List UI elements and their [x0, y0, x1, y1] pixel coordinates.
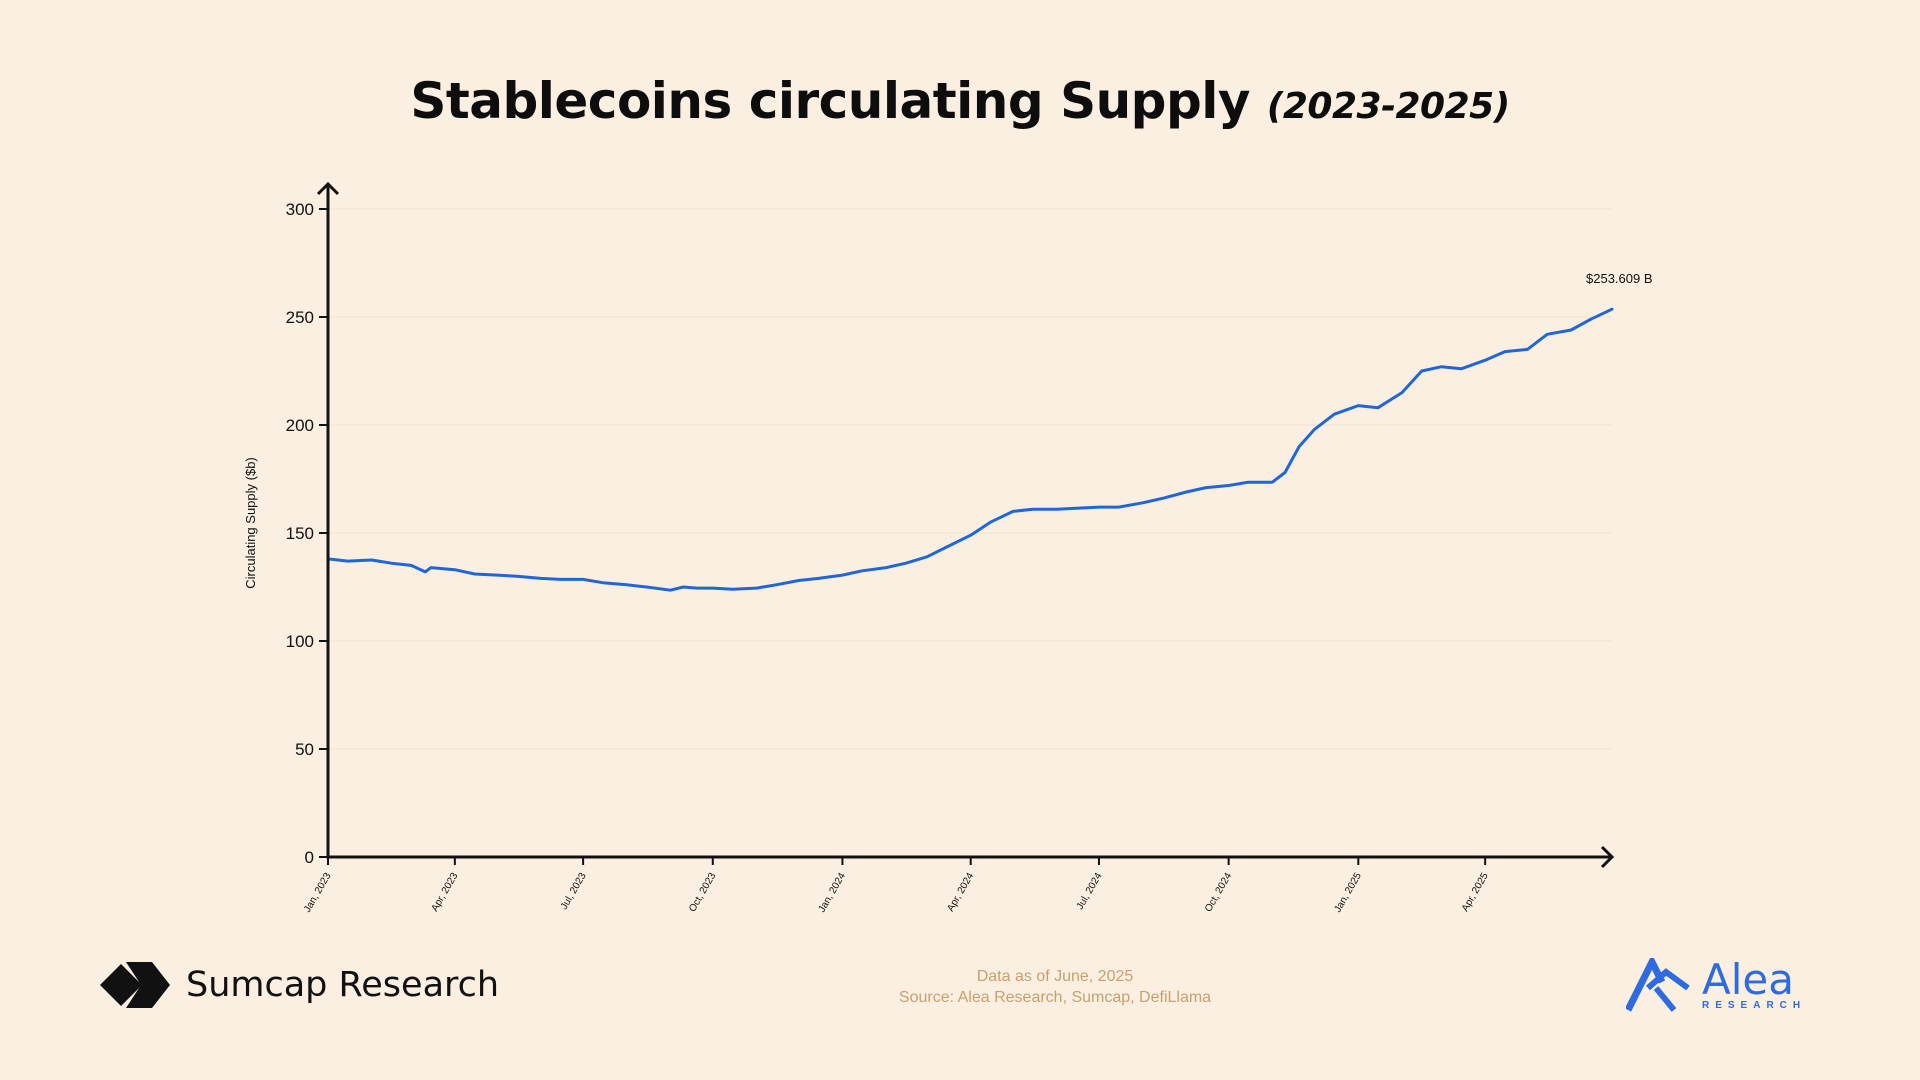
y-axis-label: Circulating Supply ($b) — [243, 457, 258, 589]
y-tick-label: 0 — [305, 848, 314, 867]
sumcap-logo-icon — [100, 962, 170, 1008]
x-tick-label: Oct, 2023 — [687, 871, 718, 914]
last-value-annotation: $253.609 B — [1586, 271, 1653, 286]
x-axis-arrow-icon — [1600, 845, 1615, 869]
x-axis-ticks: Jan, 2023 Apr, 2023 Jul, 2023 Oct, 2023 Jan,… — [302, 857, 1491, 915]
footer-note: Data as of June, 2025 Source: Alea Resea… — [0, 966, 1920, 1008]
axes — [316, 181, 1615, 869]
data-as-of-text: Data as of June, 2025 — [976, 968, 1134, 985]
sumcap-brand: Sumcap Research — [100, 962, 499, 1008]
x-tick-label: Jan, 2024 — [817, 871, 849, 915]
sumcap-brand-name: Sumcap Research — [186, 965, 500, 1005]
alea-brand-name: Alea — [1702, 954, 1794, 1004]
series-line-stablecoin-supply — [326, 307, 1614, 592]
x-tick-label: Jan, 2023 — [302, 871, 334, 915]
y-tick-label: 50 — [295, 740, 314, 759]
alea-brand: Alea RESEARCH — [1626, 958, 1806, 1012]
source-text: Source: Alea Research, Sumcap, DefiLlama — [898, 989, 1212, 1006]
x-tick-label: Apr, 2025 — [1460, 871, 1491, 914]
y-tick-label: 250 — [286, 308, 314, 327]
x-tick-label: Oct, 2024 — [1203, 871, 1234, 914]
chart-title: Stablecoins circulating Supply (2023-202… — [0, 72, 1920, 130]
y-axis-ticks: 0 50 100 150 200 250 300 — [286, 200, 328, 867]
x-tick-label: Jul, 2024 — [1075, 871, 1105, 912]
x-tick-label: Apr, 2024 — [945, 871, 976, 914]
y-tick-label: 150 — [286, 524, 314, 543]
y-tick-label: 200 — [286, 416, 314, 435]
grid-lines — [328, 208, 1612, 750]
x-tick-label: Apr, 2023 — [430, 871, 461, 914]
chart-title-main: Stablecoins circulating Supply — [410, 72, 1250, 130]
x-tick-label: Jan, 2025 — [1332, 871, 1364, 915]
x-tick-label: Jul, 2023 — [559, 871, 589, 912]
chart-title-years: (2023-2025) — [1266, 86, 1510, 127]
y-axis-arrow-icon — [316, 181, 340, 196]
y-tick-label: 100 — [286, 632, 314, 651]
alea-logo-icon — [1626, 958, 1690, 1012]
y-tick-label: 300 — [286, 200, 314, 219]
alea-brand-sub: RESEARCH — [1702, 999, 1807, 1011]
